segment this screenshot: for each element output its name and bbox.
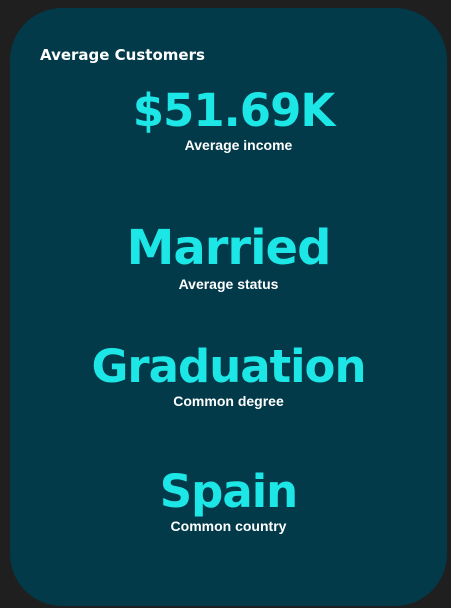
- kpi-label: Average income: [184, 137, 293, 153]
- kpi-label: Average status: [178, 276, 279, 292]
- kpi-common-degree: Graduation Common degree: [20, 344, 437, 409]
- kpi-value: $51.69K: [132, 84, 336, 137]
- kpi-average-income: $51.69K Average income: [20, 88, 437, 153]
- kpi-value: Graduation: [91, 340, 367, 393]
- card-title: Average Customers: [40, 46, 205, 64]
- kpi-label: Common degree: [173, 393, 284, 409]
- kpi-label: Common country: [170, 518, 287, 534]
- kpi-common-country: Spain Common country: [20, 469, 437, 534]
- average-customers-card: Average Customers $51.69K Average income…: [10, 8, 447, 606]
- kpi-value: Married: [126, 220, 332, 276]
- kpi-average-status: Married Average status: [20, 224, 437, 292]
- kpi-value: Spain: [159, 465, 298, 518]
